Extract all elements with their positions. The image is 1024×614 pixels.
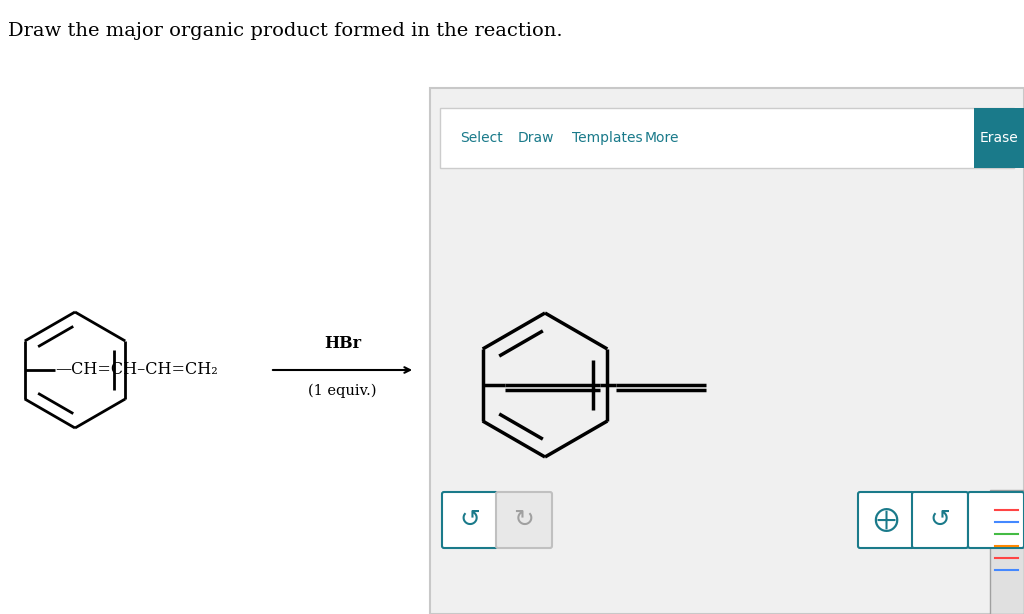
Text: ↻: ↻ — [513, 508, 535, 532]
Text: More: More — [645, 131, 680, 145]
Text: ↺: ↺ — [930, 508, 950, 532]
FancyBboxPatch shape — [442, 492, 498, 548]
Text: (1 equiv.): (1 equiv.) — [308, 384, 377, 398]
FancyBboxPatch shape — [912, 492, 968, 548]
Text: Draw: Draw — [518, 131, 555, 145]
FancyBboxPatch shape — [968, 492, 1024, 548]
Bar — [990, 490, 1024, 614]
Text: ⨁: ⨁ — [873, 508, 898, 532]
Text: ↺: ↺ — [460, 508, 480, 532]
FancyBboxPatch shape — [496, 492, 552, 548]
Text: —CH=CH–CH=CH₂: —CH=CH–CH=CH₂ — [54, 362, 217, 378]
Bar — [440, 108, 1014, 168]
Bar — [430, 88, 1024, 614]
Text: Select: Select — [460, 131, 503, 145]
Text: Templates: Templates — [572, 131, 643, 145]
FancyBboxPatch shape — [858, 492, 914, 548]
Text: Erase: Erase — [980, 131, 1019, 145]
Bar — [974, 108, 1024, 168]
Text: Draw the major organic product formed in the reaction.: Draw the major organic product formed in… — [8, 22, 562, 40]
Text: HBr: HBr — [324, 335, 361, 352]
